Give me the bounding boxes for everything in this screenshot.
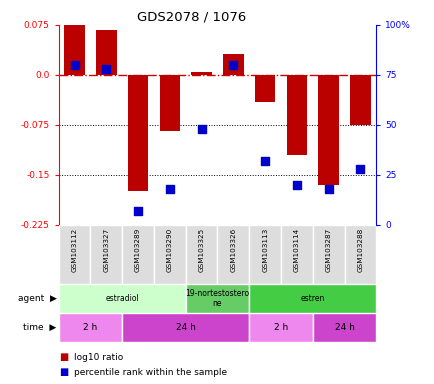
Text: GSM103327: GSM103327	[103, 228, 109, 272]
Point	[261, 158, 268, 164]
Text: GSM103325: GSM103325	[198, 228, 204, 272]
Text: GSM103114: GSM103114	[293, 228, 299, 272]
Bar	[122, 313, 249, 342]
Point	[356, 166, 363, 172]
Bar	[59, 225, 90, 284]
Point	[135, 208, 141, 214]
Bar	[344, 225, 375, 284]
Bar	[64, 25, 85, 75]
Point	[103, 66, 109, 72]
Text: GSM103326: GSM103326	[230, 228, 236, 272]
Bar	[185, 284, 249, 313]
Text: GSM103287: GSM103287	[325, 228, 331, 272]
Text: estren: estren	[300, 294, 324, 303]
Bar	[318, 75, 338, 185]
Text: estradiol: estradiol	[105, 294, 139, 303]
Point	[198, 126, 205, 132]
Bar	[349, 75, 370, 125]
Bar	[280, 225, 312, 284]
Bar	[249, 284, 375, 313]
Point	[71, 62, 78, 68]
Text: percentile rank within the sample: percentile rank within the sample	[74, 368, 227, 377]
Text: GSM103112: GSM103112	[72, 228, 77, 272]
Bar	[59, 284, 185, 313]
Bar	[59, 313, 122, 342]
Bar	[154, 225, 185, 284]
Text: GSM103289: GSM103289	[135, 228, 141, 272]
Point	[166, 185, 173, 192]
Bar	[312, 313, 375, 342]
Text: GSM103290: GSM103290	[167, 228, 172, 272]
Point	[229, 62, 236, 68]
Bar	[312, 225, 344, 284]
Text: time  ▶: time ▶	[23, 323, 56, 332]
Bar	[122, 225, 154, 284]
Bar	[90, 225, 122, 284]
Text: log10 ratio: log10 ratio	[74, 353, 123, 362]
Bar	[159, 75, 180, 131]
Point	[293, 182, 299, 188]
Bar	[96, 30, 116, 75]
Bar	[128, 75, 148, 191]
Text: ■: ■	[59, 352, 68, 362]
Text: 2 h: 2 h	[83, 323, 97, 332]
Text: ■: ■	[59, 367, 68, 377]
Bar	[185, 225, 217, 284]
Bar	[223, 54, 243, 75]
Bar	[286, 75, 306, 155]
Point	[324, 185, 332, 192]
Text: GSM103288: GSM103288	[357, 228, 362, 272]
Text: 19-nortestostero
ne: 19-nortestostero ne	[185, 289, 249, 308]
Title: GDS2078 / 1076: GDS2078 / 1076	[137, 11, 246, 24]
Text: 24 h: 24 h	[334, 323, 354, 332]
Text: 2 h: 2 h	[273, 323, 287, 332]
Text: GSM103113: GSM103113	[262, 228, 267, 272]
Text: agent  ▶: agent ▶	[18, 294, 56, 303]
Bar	[254, 75, 275, 101]
Bar	[249, 225, 280, 284]
Text: 24 h: 24 h	[175, 323, 195, 332]
Bar	[191, 71, 211, 75]
Bar	[217, 225, 249, 284]
Bar	[249, 313, 312, 342]
